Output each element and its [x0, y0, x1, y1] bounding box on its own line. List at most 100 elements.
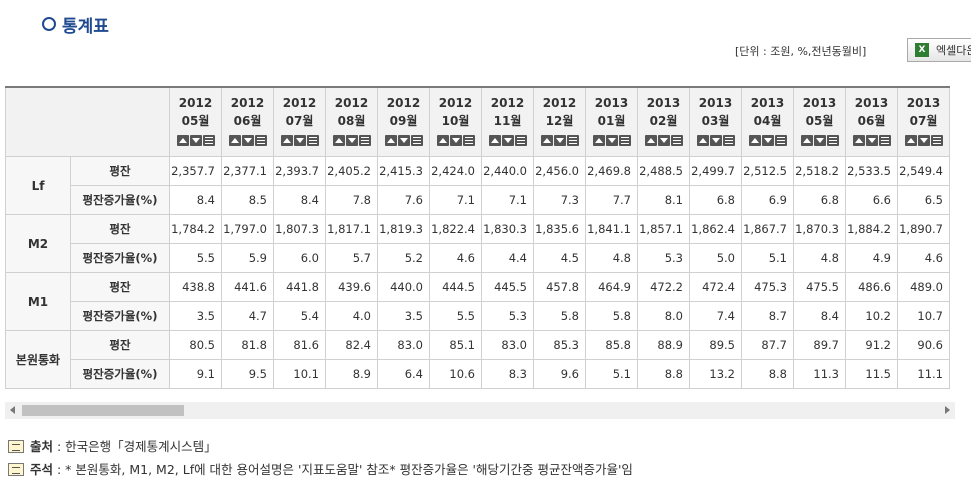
- sort-up-icon[interactable]: [436, 135, 449, 146]
- sort-up-icon[interactable]: [592, 135, 605, 146]
- scroll-thumb[interactable]: [22, 405, 184, 416]
- menu-icon[interactable]: [722, 135, 735, 146]
- row-metric-label: 평잔: [70, 330, 170, 360]
- menu-icon[interactable]: [202, 135, 215, 146]
- column-year: 2012: [282, 96, 317, 110]
- header-corner: [5, 86, 170, 157]
- sort-down-icon[interactable]: [761, 135, 774, 146]
- column-month: 04월: [753, 114, 782, 128]
- table-cell: 475.5: [793, 272, 846, 302]
- table-cell: 1,841.1: [585, 214, 638, 244]
- table-cell: 5.8: [533, 301, 586, 331]
- sort-up-icon[interactable]: [332, 135, 345, 146]
- sort-up-icon[interactable]: [800, 135, 813, 146]
- menu-icon[interactable]: [670, 135, 683, 146]
- table-cell: 6.5: [897, 185, 950, 215]
- sort-up-icon[interactable]: [696, 135, 709, 146]
- menu-icon[interactable]: [254, 135, 267, 146]
- column-header: 2012 12월: [533, 86, 586, 157]
- sort-up-icon[interactable]: [540, 135, 553, 146]
- menu-icon[interactable]: [930, 135, 943, 146]
- scroll-left-arrow-icon[interactable]: [10, 406, 15, 414]
- sort-up-icon[interactable]: [384, 135, 397, 146]
- table-cell: 4.7: [221, 301, 274, 331]
- table-cell: 438.8: [169, 272, 222, 302]
- scroll-right-arrow-icon[interactable]: [945, 406, 950, 414]
- sort-down-icon[interactable]: [865, 135, 878, 146]
- sort-up-icon[interactable]: [852, 135, 865, 146]
- table-cell: 1,867.7: [741, 214, 794, 244]
- column-year: 2013: [906, 96, 941, 110]
- column-header: 2012 07월: [273, 86, 326, 157]
- menu-icon[interactable]: [410, 135, 423, 146]
- sort-down-icon[interactable]: [397, 135, 410, 146]
- sort-down-icon[interactable]: [189, 135, 202, 146]
- sort-down-icon[interactable]: [449, 135, 462, 146]
- menu-icon[interactable]: [618, 135, 631, 146]
- row-metric-label: 평잔: [70, 156, 170, 186]
- sort-down-icon[interactable]: [293, 135, 306, 146]
- footnote: 주석 : * 본원통화, M1, M2, Lf에 대한 용어설명은 '지표도움말…: [8, 459, 633, 478]
- table-row: M2 평잔 1,784.2 1,797.0 1,807.3 1,817.1 1,819.3 1…: [5, 214, 950, 273]
- table-cell: 445.5: [481, 272, 534, 302]
- table-cell: 89.7: [793, 330, 846, 360]
- sort-down-icon[interactable]: [709, 135, 722, 146]
- column-month: 12월: [545, 114, 574, 128]
- table-cell: 87.7: [741, 330, 794, 360]
- column-header: 2013 04월: [741, 86, 794, 157]
- sort-up-icon[interactable]: [644, 135, 657, 146]
- column-month: 06월: [857, 114, 886, 128]
- table-cell: 5.3: [481, 301, 534, 331]
- table-cell: 85.8: [585, 330, 638, 360]
- table-cell: 11.1: [897, 359, 950, 389]
- sort-up-icon[interactable]: [904, 135, 917, 146]
- menu-icon[interactable]: [826, 135, 839, 146]
- sort-down-icon[interactable]: [501, 135, 514, 146]
- table-cell: 1,830.3: [481, 214, 534, 244]
- menu-icon[interactable]: [878, 135, 891, 146]
- menu-icon[interactable]: [358, 135, 371, 146]
- table-cell: 2,518.2: [793, 156, 846, 186]
- table-cell: 440.0: [377, 272, 430, 302]
- table-cell: 9.5: [221, 359, 274, 389]
- table-cell: 5.1: [585, 359, 638, 389]
- row-metric-label: 평잔증가율(%): [70, 185, 170, 215]
- column-month: 07월: [909, 114, 938, 128]
- menu-icon[interactable]: [566, 135, 579, 146]
- table-cell: 9.1: [169, 359, 222, 389]
- sort-down-icon[interactable]: [813, 135, 826, 146]
- menu-icon[interactable]: [774, 135, 787, 146]
- menu-icon[interactable]: [514, 135, 527, 146]
- table-cell: 85.3: [533, 330, 586, 360]
- table-cell: 1,807.3: [273, 214, 326, 244]
- column-header: 2013 01월: [585, 86, 638, 157]
- table-cell: 5.2: [377, 243, 430, 273]
- sort-up-icon[interactable]: [176, 135, 189, 146]
- sort-up-icon[interactable]: [228, 135, 241, 146]
- sort-down-icon[interactable]: [605, 135, 618, 146]
- excel-download-button[interactable]: X엑셀다운: [907, 38, 971, 62]
- horizontal-scrollbar[interactable]: [5, 402, 955, 419]
- sort-down-icon[interactable]: [657, 135, 670, 146]
- column-year: 2013: [594, 96, 629, 110]
- sort-up-icon[interactable]: [748, 135, 761, 146]
- sort-down-icon[interactable]: [345, 135, 358, 146]
- table-cell: 2,415.3: [377, 156, 430, 186]
- table-cell: 439.6: [325, 272, 378, 302]
- sort-controls: [852, 135, 891, 146]
- unit-label: [단위 : 조원, %,전년동월비]: [735, 45, 867, 58]
- column-month: 05월: [181, 114, 210, 128]
- sort-down-icon[interactable]: [917, 135, 930, 146]
- table-cell: 10.1: [273, 359, 326, 389]
- sort-up-icon[interactable]: [280, 135, 293, 146]
- sort-down-icon[interactable]: [553, 135, 566, 146]
- table-cell: 89.5: [689, 330, 742, 360]
- sort-up-icon[interactable]: [488, 135, 501, 146]
- table-cell: 486.6: [845, 272, 898, 302]
- table-cell: 6.0: [273, 243, 326, 273]
- menu-icon[interactable]: [462, 135, 475, 146]
- table-cell: 81.8: [221, 330, 274, 360]
- menu-icon[interactable]: [306, 135, 319, 146]
- sort-controls: [748, 135, 787, 146]
- sort-down-icon[interactable]: [241, 135, 254, 146]
